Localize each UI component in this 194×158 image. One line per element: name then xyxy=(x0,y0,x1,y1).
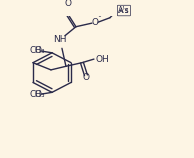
FancyBboxPatch shape xyxy=(116,6,132,15)
Text: O: O xyxy=(91,18,98,27)
Text: O: O xyxy=(64,0,71,8)
Text: O: O xyxy=(35,90,42,99)
Text: CH₃: CH₃ xyxy=(30,90,46,99)
Text: CH₃: CH₃ xyxy=(30,46,46,55)
Text: O: O xyxy=(35,46,42,55)
Text: O: O xyxy=(82,73,89,82)
Text: A’s: A’s xyxy=(119,8,129,14)
Text: OH: OH xyxy=(96,55,110,64)
Text: NH: NH xyxy=(53,35,67,44)
Text: A’s: A’s xyxy=(118,6,130,15)
